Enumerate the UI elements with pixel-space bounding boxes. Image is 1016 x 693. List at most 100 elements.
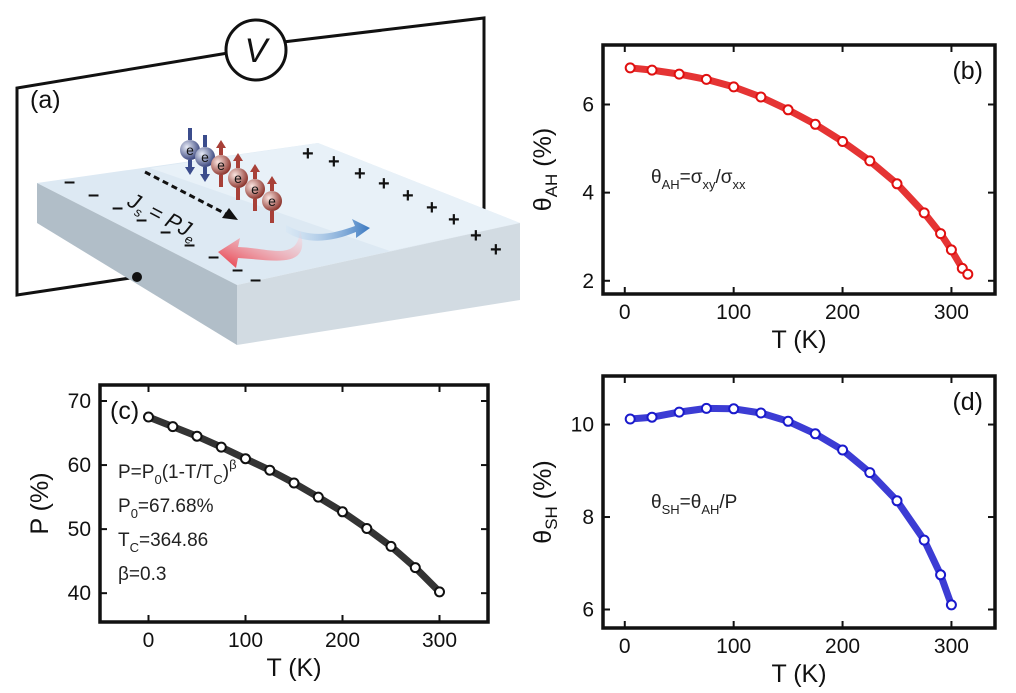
data-point xyxy=(143,411,154,423)
electron: e xyxy=(228,153,248,200)
slab-front-face xyxy=(37,183,237,345)
electron: e xyxy=(211,140,231,187)
annotation-line: TC=364.86 xyxy=(118,530,208,555)
data-series-d xyxy=(624,402,957,611)
plus-sign: + xyxy=(378,173,390,195)
plus-sign: + xyxy=(354,163,366,185)
y-tick-label: 2 xyxy=(582,270,594,293)
x-tick-label: 0 xyxy=(143,629,155,652)
spin-up-arrowhead-icon xyxy=(216,140,226,148)
y-tick-label: 6 xyxy=(582,93,594,116)
minus-sign: – xyxy=(208,246,219,268)
electron: e xyxy=(195,135,215,182)
x-tick-label: 200 xyxy=(825,301,860,324)
x-tick-label: 0 xyxy=(619,301,631,324)
y-tick-label: 8 xyxy=(582,506,594,529)
data-point xyxy=(337,506,348,518)
electron-symbol: e xyxy=(217,157,225,173)
minus-sign: – xyxy=(250,269,261,291)
data-point xyxy=(646,64,658,76)
data-point xyxy=(864,467,876,479)
plus-sign: + xyxy=(402,185,414,207)
minus-sign: – xyxy=(232,259,243,281)
blue-deflection-arrow xyxy=(286,219,370,241)
data-point xyxy=(191,430,203,442)
x-tick-label: 200 xyxy=(325,629,360,652)
plot-frame-c xyxy=(98,383,490,624)
x-axis-label-c: T (K) xyxy=(266,654,321,682)
plus-sign: + xyxy=(426,197,438,219)
data-point xyxy=(935,228,947,240)
electron-ball xyxy=(195,147,215,167)
plus-sign: + xyxy=(470,225,482,247)
x-axis-label-d: T (K) xyxy=(771,660,826,688)
data-trace-b xyxy=(626,64,972,278)
y-tick-label: 6 xyxy=(582,599,594,622)
y-tick-label: 40 xyxy=(68,582,91,605)
data-point xyxy=(167,421,179,433)
minus-sign: – xyxy=(160,221,171,243)
plot-frame-b xyxy=(601,43,997,296)
data-point xyxy=(809,428,821,440)
data-point xyxy=(624,62,636,74)
electron-ball xyxy=(228,168,248,188)
data-point xyxy=(673,68,685,80)
x-tick-label: 100 xyxy=(716,301,751,324)
electron-ball xyxy=(211,155,231,175)
data-point xyxy=(962,268,974,280)
electron-symbol: e xyxy=(186,142,194,158)
annotation-line: P=P0(1-T/TC)β xyxy=(118,457,237,487)
spin-up-arrowhead-icon xyxy=(250,164,260,172)
plus-sign: + xyxy=(448,209,460,231)
electron: e xyxy=(245,164,265,211)
x-tick-label: 100 xyxy=(716,635,751,658)
annotation-line: θSH=θAH/P xyxy=(651,492,737,517)
plus-signs: + + + + + + + + + xyxy=(302,143,502,261)
data-point xyxy=(918,534,930,546)
data-point xyxy=(755,407,767,419)
minus-signs: –––––––– – xyxy=(64,171,261,291)
minus-sign: – xyxy=(88,184,99,206)
panel-a-schematic: V (a) –––––––– – + ++ ++++++ Js = PJe e e eee… xyxy=(15,16,520,345)
annotation-line: P0=67.68% xyxy=(118,496,214,521)
y-tick-label: 4 xyxy=(582,182,594,205)
panel-label-c: (c) xyxy=(110,397,139,425)
data-point xyxy=(215,441,227,453)
data-series-b xyxy=(624,62,974,280)
y-tick-label: 60 xyxy=(68,454,91,477)
data-point xyxy=(624,413,636,425)
plot-d: 0 100 200 300 6 8 10 T (K) θSH (%) (d) θSH=θAH/P xyxy=(529,374,997,688)
annotation-line: β=0.3 xyxy=(118,564,166,585)
data-point xyxy=(782,415,794,427)
data-point xyxy=(918,207,930,219)
spin-up-arrowhead-icon xyxy=(233,153,243,161)
electron: e xyxy=(262,176,282,223)
y-tick-label: 50 xyxy=(68,518,91,541)
annotation-line: θAH=σxy/σxx xyxy=(651,167,746,192)
electron-symbol: e xyxy=(201,149,209,165)
data-point xyxy=(240,453,251,465)
x-tick-label: 300 xyxy=(934,635,969,658)
data-point xyxy=(945,244,957,256)
x-axis-label-b: T (K) xyxy=(771,326,826,354)
x-tick-label: 300 xyxy=(934,301,969,324)
electron-ball xyxy=(262,191,282,211)
data-point xyxy=(385,540,397,552)
data-point xyxy=(935,569,947,581)
y-axis-label-c: P (%) xyxy=(26,472,54,534)
electron-symbol: e xyxy=(234,170,242,186)
electron-ball xyxy=(180,140,200,160)
x-tick-label: 200 xyxy=(825,635,860,658)
minus-sign: – xyxy=(112,197,123,219)
data-point xyxy=(409,562,421,574)
x-tick-label: 100 xyxy=(228,629,263,652)
y-axis-label-d: θSH (%) xyxy=(529,460,561,543)
data-point xyxy=(288,477,300,489)
spin-down-arrowhead-icon xyxy=(200,174,210,182)
spin-current-arrow xyxy=(144,170,227,216)
electron-symbol: e xyxy=(268,193,276,209)
voltmeter-symbol: V xyxy=(245,32,271,70)
panel-label-b: (b) xyxy=(952,57,983,85)
circuit-wire-right xyxy=(282,16,486,228)
